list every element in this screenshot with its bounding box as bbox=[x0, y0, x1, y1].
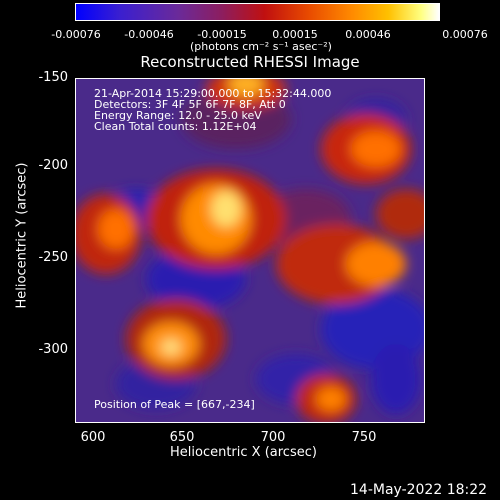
y-tick-label: -300 bbox=[38, 342, 68, 357]
x-tick-label: 650 bbox=[169, 430, 195, 445]
y-tick-label: -150 bbox=[38, 70, 68, 85]
y-tick-label: -200 bbox=[38, 158, 68, 173]
y-tick-label: -250 bbox=[38, 250, 68, 265]
info-total-counts: Clean Total counts: 1.12E+04 bbox=[94, 120, 257, 133]
footer-timestamp: 14-May-2022 18:22 bbox=[350, 482, 488, 498]
x-tick-label: 750 bbox=[351, 430, 377, 445]
colorbar-tick: -0.00046 bbox=[124, 28, 174, 41]
rhessi-image: 21-Apr-2014 15:29:00.000 to 15:32:44.000… bbox=[75, 78, 425, 423]
colorbar-units: (photons cm⁻² s⁻¹ asec⁻²) bbox=[190, 40, 332, 53]
colorbar-tick: 0.00015 bbox=[272, 28, 318, 41]
colorbar-tick: -0.00076 bbox=[51, 28, 101, 41]
info-peak-position: Position of Peak = [667,-234] bbox=[94, 398, 255, 411]
x-tick-label: 600 bbox=[80, 430, 106, 445]
colorbar bbox=[75, 3, 440, 21]
x-tick-label: 700 bbox=[260, 430, 286, 445]
image-map bbox=[76, 79, 424, 422]
plot-title: Reconstructed RHESSI Image bbox=[140, 53, 360, 71]
info-time-range: 21-Apr-2014 15:29:00.000 to 15:32:44.000 bbox=[94, 87, 332, 100]
colorbar-tick: -0.00015 bbox=[197, 28, 247, 41]
info-energy-range: Energy Range: 12.0 - 25.0 keV bbox=[94, 109, 262, 122]
y-axis-label: Heliocentric Y (arcsec) bbox=[14, 162, 30, 309]
colorbar-tick: 0.00046 bbox=[345, 28, 391, 41]
x-axis-label: Heliocentric X (arcsec) bbox=[170, 445, 317, 460]
colorbar-tick: 0.00076 bbox=[442, 28, 488, 41]
emission-blobs bbox=[76, 79, 424, 422]
info-detectors: Detectors: 3F 4F 5F 6F 7F 8F, Att 0 bbox=[94, 98, 286, 111]
